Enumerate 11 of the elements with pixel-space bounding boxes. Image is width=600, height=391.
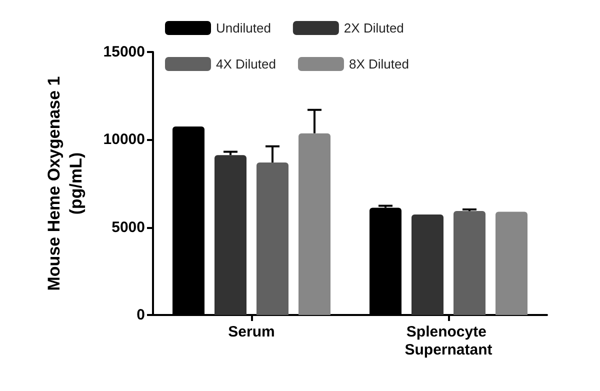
y-tick-label: 0: [136, 306, 145, 324]
legend-label: 2X Diluted: [344, 20, 404, 36]
legend-label: 4X Diluted: [216, 56, 276, 72]
legend-label: 8X Diluted: [348, 56, 409, 72]
y-tick-label: 10000: [103, 131, 145, 148]
y-axis-title: Mouse Heme Oxygenase 1 (pg/mL): [44, 76, 86, 291]
legend-label: Undiluted: [216, 20, 271, 36]
y-tick-label: 15000: [103, 44, 145, 60]
x-tick-label: Splenocyte Supernatant: [404, 324, 492, 358]
x-tick-label: Serum: [228, 324, 275, 340]
y-tick-label: 5000: [112, 218, 145, 236]
